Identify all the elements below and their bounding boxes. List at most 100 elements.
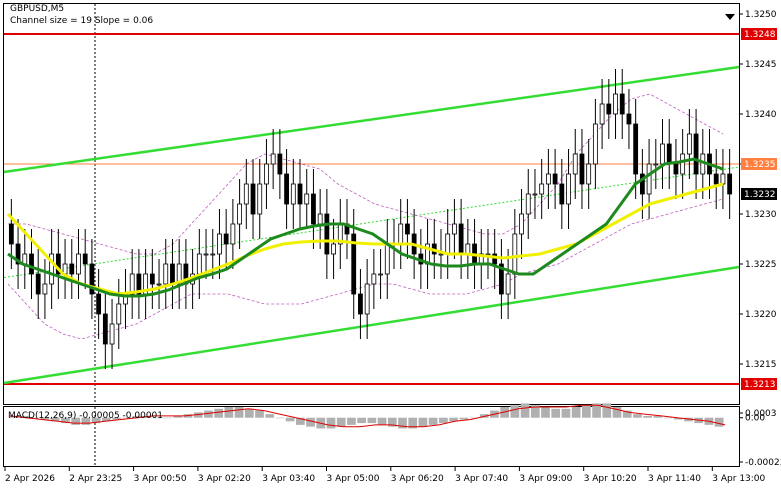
candle-body: [290, 183, 296, 205]
macd-histogram-bar: [214, 408, 223, 418]
macd-histogram-bar: [275, 417, 285, 419]
candle-body: [89, 263, 95, 295]
macd-histogram-bar: [520, 403, 530, 418]
macd-histogram-bar: [91, 417, 101, 424]
channel-line-upper: [3, 65, 740, 174]
macd-histogram-bar: [592, 403, 601, 418]
candle-body: [592, 123, 598, 165]
current-price-label: 1.3232: [744, 190, 776, 200]
macd-histogram-bar: [101, 417, 111, 422]
macd-histogram-bar: [61, 417, 70, 424]
candle-body: [217, 233, 222, 255]
macd-histogram-bar: [224, 407, 234, 418]
candle-body: [331, 243, 336, 255]
candle-body: [713, 173, 719, 185]
level-price-label: 1.3235: [744, 160, 776, 170]
candle-body: [579, 153, 585, 185]
candle-body: [297, 183, 303, 205]
candle-body: [445, 233, 451, 255]
macd-signal-line: [9, 404, 726, 428]
candle-body: [317, 213, 323, 225]
macd-histogram-bar: [132, 415, 142, 418]
macd-title: MACD(12,26,9) -0.00005 -0.00001: [8, 411, 164, 421]
macd-histogram-bar: [153, 417, 162, 419]
x-tick-label: 3 Apr 07:40: [455, 474, 508, 484]
candle-body: [163, 263, 169, 285]
candle-body: [566, 173, 571, 205]
macd-histogram-bar: [306, 417, 315, 427]
macd-histogram-bar: [551, 408, 561, 418]
macd-histogram-bar: [582, 405, 591, 418]
symbol-title: GBPUSD,M5: [10, 4, 65, 14]
macd-histogram-bar: [112, 417, 121, 420]
level-price-tag: [741, 378, 777, 390]
y-tick-label: 1.3225: [745, 260, 777, 270]
macd-histogram-bar: [449, 417, 458, 422]
macd-histogram-bar: [612, 407, 622, 418]
candle-body: [284, 173, 289, 205]
candle-body: [384, 243, 390, 275]
candle-body: [405, 223, 410, 235]
candle-body: [438, 253, 444, 256]
candle-body: [210, 253, 216, 256]
x-tick-label: 3 Apr 13:00: [712, 474, 765, 484]
candle-body: [525, 193, 531, 215]
macd-histogram-bar: [408, 417, 418, 429]
candle-body: [109, 323, 115, 345]
macd-histogram-bar: [20, 415, 29, 418]
macd-histogram-bar: [326, 417, 336, 429]
candle-body: [660, 143, 665, 165]
candle-body: [76, 253, 81, 275]
candle-body: [727, 173, 733, 195]
candle-body: [96, 293, 102, 315]
candle-body: [170, 263, 175, 285]
macd-histogram-bar: [428, 417, 438, 425]
macd-histogram-bar: [684, 417, 693, 422]
macd-histogram-bar: [30, 417, 40, 419]
x-tick-label: 3 Apr 09:00: [519, 474, 572, 484]
x-tick-label: 3 Apr 00:50: [134, 474, 187, 484]
macd-histogram-bar: [71, 417, 80, 425]
candle-body: [324, 213, 330, 255]
candle-body: [257, 183, 263, 215]
macd-histogram-bar: [50, 417, 60, 422]
candle-body: [230, 223, 236, 245]
candle-body: [270, 153, 276, 165]
candle-body: [720, 173, 726, 185]
candle-body: [639, 173, 645, 195]
candle-body: [35, 273, 41, 295]
candle-body: [398, 223, 404, 245]
macd-histogram-bar: [673, 417, 683, 420]
x-tick-label: 3 Apr 02:20: [198, 474, 251, 484]
macd-histogram-bar: [122, 417, 132, 419]
macd-histogram-bar: [296, 417, 305, 425]
candle-body: [519, 213, 524, 235]
macd-histogram-bar: [643, 415, 652, 418]
macd-histogram-bar: [285, 417, 295, 422]
candle-body: [465, 243, 471, 255]
candle-body: [196, 253, 202, 275]
macd-histogram-bar: [336, 417, 346, 427]
macd-histogram-bar: [265, 414, 275, 418]
candle-body: [545, 173, 551, 185]
candle-body: [250, 183, 256, 215]
x-tick-label: 3 Apr 11:40: [648, 474, 701, 484]
candle-body: [29, 253, 34, 275]
candle-body: [311, 193, 316, 225]
macd-histogram-bar: [479, 414, 489, 418]
macd-histogram-bar: [163, 417, 172, 419]
moving-average-slow: [6, 182, 724, 296]
candle-body: [680, 153, 686, 175]
candle-body: [559, 183, 565, 205]
macd-tick-label: 0.00: [745, 414, 765, 424]
candle-body: [653, 163, 659, 166]
macd-histogram-bar: [387, 417, 397, 427]
y-tick-label: 1.3240: [745, 110, 777, 120]
candle-body: [532, 193, 538, 196]
current-price-tag: [741, 188, 777, 200]
candle-body: [378, 273, 383, 276]
candle-body: [237, 203, 242, 225]
macd-histogram-bar: [255, 410, 264, 418]
candle-body: [499, 263, 504, 295]
